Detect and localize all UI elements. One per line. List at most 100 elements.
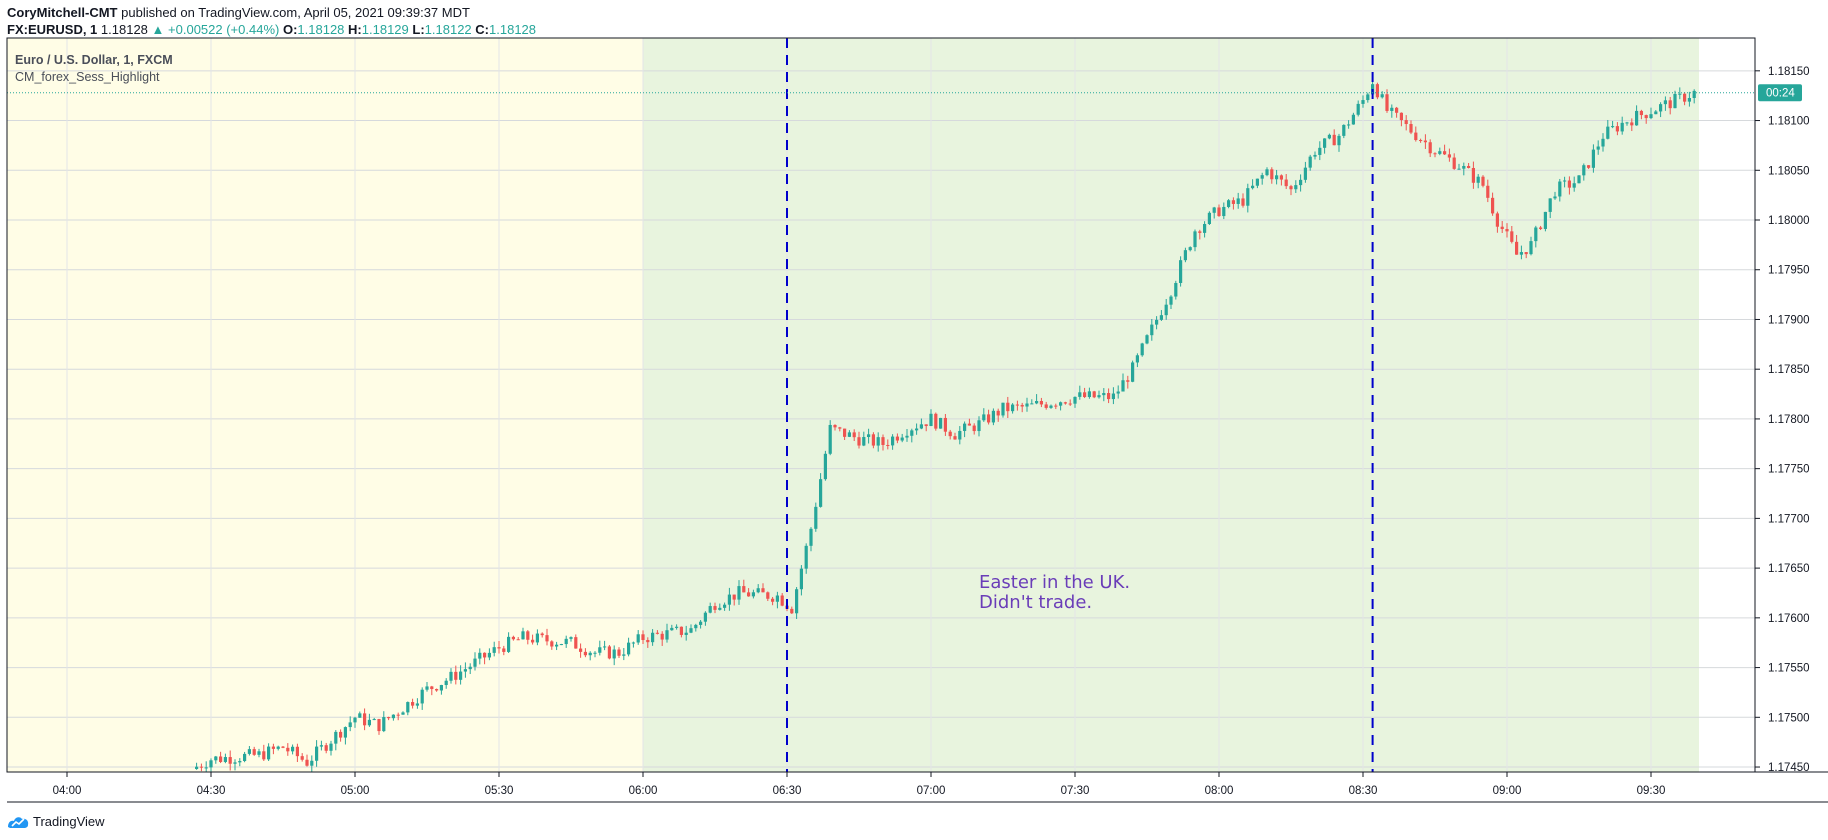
candle-body xyxy=(545,635,549,642)
candle-body xyxy=(1635,110,1639,126)
candle-body xyxy=(790,608,794,614)
candle-body xyxy=(1135,355,1139,363)
candle-body xyxy=(1500,226,1504,230)
candle-body xyxy=(775,595,779,602)
candle-body xyxy=(1476,176,1480,183)
candle-body xyxy=(540,633,544,636)
candle-body xyxy=(1457,168,1461,170)
candle-body xyxy=(1001,402,1005,416)
candle-body xyxy=(1582,165,1586,176)
candle-body xyxy=(507,636,511,652)
candle-body xyxy=(1087,391,1091,398)
candle-body xyxy=(497,647,501,649)
chart-legend: Euro / U.S. Dollar, 1, FXCM CM_forex_Ses… xyxy=(15,52,173,86)
candle-body xyxy=(622,654,626,656)
footer-brand[interactable]: TradingView xyxy=(6,814,105,829)
candle-body xyxy=(603,646,607,648)
candle-body xyxy=(1131,362,1135,382)
candle-body xyxy=(243,753,247,762)
candle-body xyxy=(219,756,223,762)
author-name[interactable]: CoryMitchell-CMT xyxy=(7,5,118,20)
candle-body xyxy=(804,545,808,569)
candle-body xyxy=(1678,93,1682,95)
candle-body xyxy=(1342,124,1346,136)
candle-body xyxy=(1155,319,1159,325)
candle-body xyxy=(1063,402,1067,404)
candle-body xyxy=(1572,183,1576,188)
candle-body xyxy=(655,632,659,634)
y-tick-label: 1.17950 xyxy=(1768,265,1810,277)
candle-body xyxy=(660,633,664,640)
candle-body xyxy=(454,671,458,680)
candle-body xyxy=(1620,122,1624,132)
legend-title: Euro / U.S. Dollar, 1, FXCM xyxy=(15,53,173,67)
candle-body xyxy=(867,434,871,438)
candle-body xyxy=(1121,380,1125,392)
tradingview-logo-icon xyxy=(8,816,29,828)
candles xyxy=(195,79,1696,772)
close-label: C: xyxy=(475,22,490,37)
candle-body xyxy=(411,702,415,706)
candle-body xyxy=(1395,107,1399,113)
candle-body xyxy=(1174,282,1178,297)
candle-body xyxy=(257,751,261,755)
low-value: 1.18122 xyxy=(424,22,472,37)
candle-body xyxy=(1615,126,1619,132)
candle-body xyxy=(1188,247,1192,251)
candle-body xyxy=(617,649,621,656)
candle-body xyxy=(1227,200,1231,207)
candle-body xyxy=(372,719,376,721)
candle-body xyxy=(915,428,919,431)
candle-body xyxy=(876,437,880,446)
candle-body xyxy=(1265,169,1269,176)
candle-body xyxy=(665,630,669,640)
candle-body xyxy=(646,640,650,643)
candle-body xyxy=(1260,175,1264,179)
symbol-info: FX:EURUSD, 1 1.18128 ▲ +0.00522 (+0.44%)… xyxy=(7,22,536,37)
candle-body xyxy=(1606,126,1610,139)
candle-body xyxy=(833,424,837,428)
open-label: O: xyxy=(282,22,298,37)
candle-body xyxy=(1462,165,1466,169)
candle-body xyxy=(795,589,799,614)
candle-body xyxy=(267,746,271,760)
candle-body xyxy=(550,641,554,647)
candle-body xyxy=(1318,147,1322,155)
candle-body xyxy=(1198,231,1202,233)
y-tick-label: 1.17450 xyxy=(1768,762,1810,774)
candle-body xyxy=(1044,404,1048,408)
candle-body xyxy=(670,627,674,631)
candle-body xyxy=(780,595,784,606)
candle-body xyxy=(1337,135,1341,146)
candle-body xyxy=(1251,185,1255,189)
candle-body xyxy=(199,766,203,768)
candle-body xyxy=(963,423,967,431)
candle-body xyxy=(1471,167,1475,183)
candle-body xyxy=(1404,120,1408,125)
candle-body xyxy=(948,431,952,437)
x-tick-label: 07:30 xyxy=(1061,785,1090,797)
candle-body xyxy=(1577,175,1581,184)
candle-body xyxy=(1068,403,1072,405)
candle-body xyxy=(967,423,971,426)
candle-body xyxy=(579,648,583,652)
candle-body xyxy=(1419,140,1423,142)
candle-body xyxy=(315,746,319,761)
candle-body xyxy=(382,717,386,732)
candle-body xyxy=(747,592,751,597)
candle-body xyxy=(583,651,587,656)
candle-body xyxy=(1385,94,1389,111)
candle-body xyxy=(1107,393,1111,400)
symbol: FX:EURUSD, 1 xyxy=(7,22,98,37)
candle-body xyxy=(1524,252,1528,255)
candle-body xyxy=(1275,175,1279,180)
candle-body xyxy=(310,760,314,766)
indicator-name[interactable]: CM_forex_Sess_Highlight xyxy=(15,70,160,84)
candle-body xyxy=(1236,198,1240,204)
candle-body xyxy=(1332,134,1336,146)
candle-body xyxy=(238,761,242,763)
candle-body xyxy=(444,680,448,686)
candle-body xyxy=(598,647,602,653)
x-tick-label: 08:30 xyxy=(1349,785,1378,797)
